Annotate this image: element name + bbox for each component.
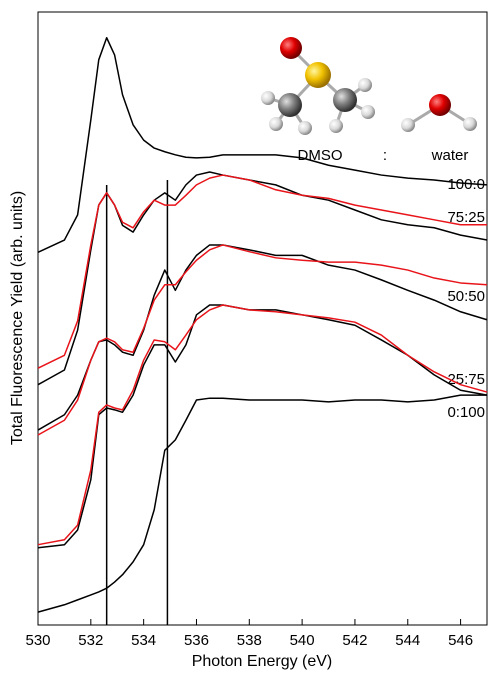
x-tick-label: 532 — [78, 632, 103, 649]
x-tick-label: 544 — [395, 632, 420, 649]
series-label: 50:50 — [447, 288, 485, 305]
x-axis-label: Photon Energy (eV) — [192, 653, 333, 670]
x-tick-label: 546 — [448, 632, 473, 649]
x-tick-label: 538 — [237, 632, 262, 649]
annotation: water — [431, 147, 469, 164]
series-label: 100:0 — [447, 176, 485, 193]
series-label: 0:100 — [447, 404, 485, 421]
chart: Photon Energy (eV) Total Fluorescence Yi… — [0, 0, 488, 680]
spectrum-line — [38, 172, 487, 385]
spectrum-line — [38, 245, 487, 430]
series-label: 25:75 — [447, 371, 485, 388]
annotation: DMSO — [298, 147, 343, 164]
x-tick-label: 530 — [25, 632, 50, 649]
dmso-molecule — [261, 37, 375, 135]
spectrum-line — [38, 395, 487, 612]
x-tick-label: 542 — [342, 632, 367, 649]
x-tick-label: 540 — [290, 632, 315, 649]
water-molecule — [401, 94, 477, 132]
y-axis-label: Total Fluorescence Yield (arb. units) — [9, 191, 26, 445]
spectrum-line — [38, 305, 487, 548]
annotation: : — [383, 147, 387, 164]
x-tick-label: 534 — [131, 632, 156, 649]
spectrum-line — [38, 38, 487, 253]
plot-frame — [38, 12, 487, 625]
x-tick-label: 536 — [184, 632, 209, 649]
